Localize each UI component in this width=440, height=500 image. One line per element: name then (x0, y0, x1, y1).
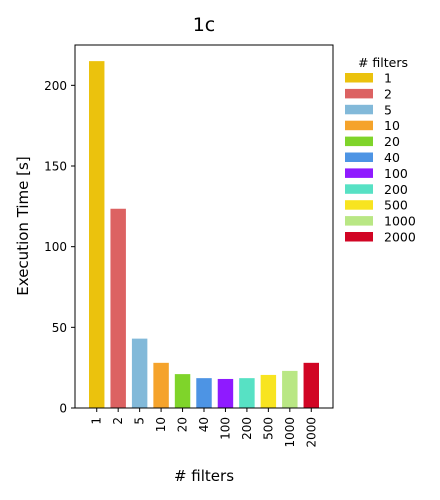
bar-200 (239, 378, 255, 408)
legend-label-200: 200 (384, 182, 408, 197)
legend-swatch-500 (345, 200, 373, 210)
x-tick-label-1000: 1000 (283, 417, 297, 448)
x-tick-label-100: 100 (218, 417, 232, 440)
legend-label-20: 20 (384, 134, 400, 149)
x-tick-label-500: 500 (261, 417, 275, 440)
legend-title: # filters (358, 55, 408, 70)
bar-group (89, 61, 319, 408)
y-tick-label-0: 0 (59, 402, 67, 416)
legend-swatch-200 (345, 184, 373, 194)
bar-10 (153, 362, 169, 408)
legend-swatch-5 (345, 104, 373, 115)
legend-swatch-2000 (345, 232, 373, 242)
chart-title: 1c (193, 14, 216, 36)
bar-100 (217, 378, 234, 408)
bar-2000 (303, 362, 319, 408)
x-axis-title: # filters (174, 467, 234, 485)
x-tick-label-10: 10 (154, 417, 168, 432)
legend-swatch-2 (345, 88, 373, 99)
legend-label-2: 2 (384, 86, 392, 101)
bar-500 (260, 374, 277, 408)
legend-swatch-1 (345, 73, 373, 83)
x-axis: 1 2 5 10 20 40 100 200 500 1000 2000 (90, 408, 318, 448)
bar-20 (174, 374, 191, 408)
legend-label-500: 500 (384, 198, 408, 213)
legend-label-1000: 1000 (384, 214, 416, 229)
legend-swatch-40 (345, 152, 373, 162)
bar-1 (89, 61, 105, 408)
y-axis: 0 50 100 150 200 (44, 79, 75, 416)
x-tick-label-5: 5 (133, 417, 147, 425)
y-axis-title: Execution Time [s] (14, 156, 32, 295)
y-tick-label-150: 150 (44, 160, 67, 174)
legend-label-2000: 2000 (384, 230, 416, 245)
bar-1000 (282, 370, 298, 408)
bar-2 (110, 208, 126, 408)
x-tick-label-20: 20 (176, 417, 190, 432)
x-tick-label-2: 2 (111, 417, 125, 425)
x-tick-label-2000: 2000 (304, 417, 318, 448)
x-tick-label-1: 1 (90, 417, 104, 425)
legend-label-5: 5 (384, 102, 392, 117)
bar-40 (196, 378, 212, 408)
legend-label-100: 100 (384, 166, 408, 181)
legend-swatch-20 (345, 136, 373, 147)
y-tick-label-50: 50 (52, 321, 67, 335)
legend-label-10: 10 (384, 118, 400, 133)
legend-swatch-1000 (345, 216, 373, 226)
bar-5 (131, 338, 148, 408)
legend-swatch-100 (345, 168, 373, 178)
x-tick-label-200: 200 (240, 417, 254, 440)
y-tick-label-100: 100 (44, 240, 67, 254)
legend-label-40: 40 (384, 150, 400, 165)
legend-swatch-10 (345, 120, 373, 131)
y-tick-label-200: 200 (44, 79, 67, 93)
legend-label-1: 1 (384, 71, 392, 86)
x-tick-label-40: 40 (197, 417, 211, 432)
